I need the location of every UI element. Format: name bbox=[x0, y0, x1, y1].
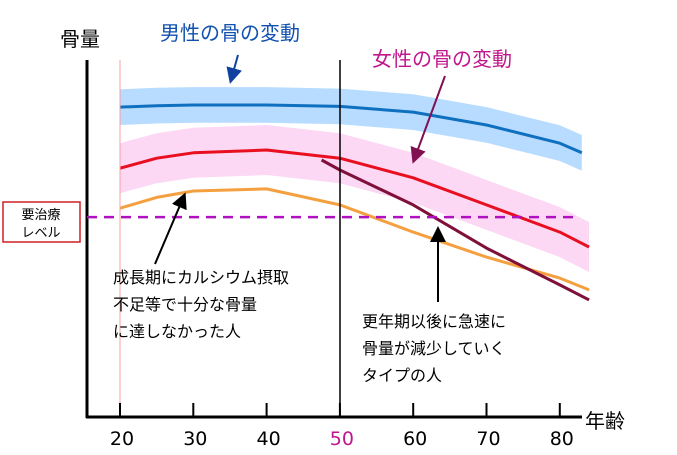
female-arrow bbox=[410, 75, 446, 164]
x-tick-label: 80 bbox=[550, 428, 574, 450]
x-tick-label: 60 bbox=[403, 428, 427, 450]
rapid-loss-annotation-2: 骨量が減少していく bbox=[362, 339, 506, 358]
low-peak-annotation-3: に達しなかった人 bbox=[113, 322, 241, 341]
x-tick-label: 20 bbox=[110, 428, 134, 450]
x-tick-label: 70 bbox=[476, 428, 500, 450]
rapid-loss-annotation-3: タイプの人 bbox=[362, 366, 442, 385]
male-arrow bbox=[226, 54, 242, 84]
x-tick-label: 30 bbox=[183, 428, 207, 450]
y-axis-label: 骨量 bbox=[60, 27, 100, 51]
x-tick-label: 50 bbox=[330, 428, 354, 450]
treatment-level-label-2: レベル bbox=[21, 226, 60, 241]
low-peak-annotation-1: 成長期にカルシウム摂取 bbox=[113, 268, 289, 287]
male-annotation: 男性の骨の変動 bbox=[160, 21, 300, 45]
rapid-loss-annotation-1: 更年期以後に急速に bbox=[362, 312, 506, 331]
x-tick-label: 40 bbox=[257, 428, 281, 450]
low-peak-annotation-2: 不足等で十分な骨量 bbox=[113, 295, 257, 314]
treatment-level-label-1: 要治療 bbox=[21, 208, 60, 223]
male-range-band bbox=[120, 87, 582, 171]
female-annotation: 女性の骨の変動 bbox=[372, 47, 512, 71]
low-peak-arrow bbox=[154, 192, 187, 265]
rapid-loss-line bbox=[320, 158, 590, 302]
x-axis-label: 年齢 bbox=[585, 409, 625, 433]
treatment-level-box bbox=[2, 201, 81, 243]
female-range-band bbox=[120, 125, 590, 273]
